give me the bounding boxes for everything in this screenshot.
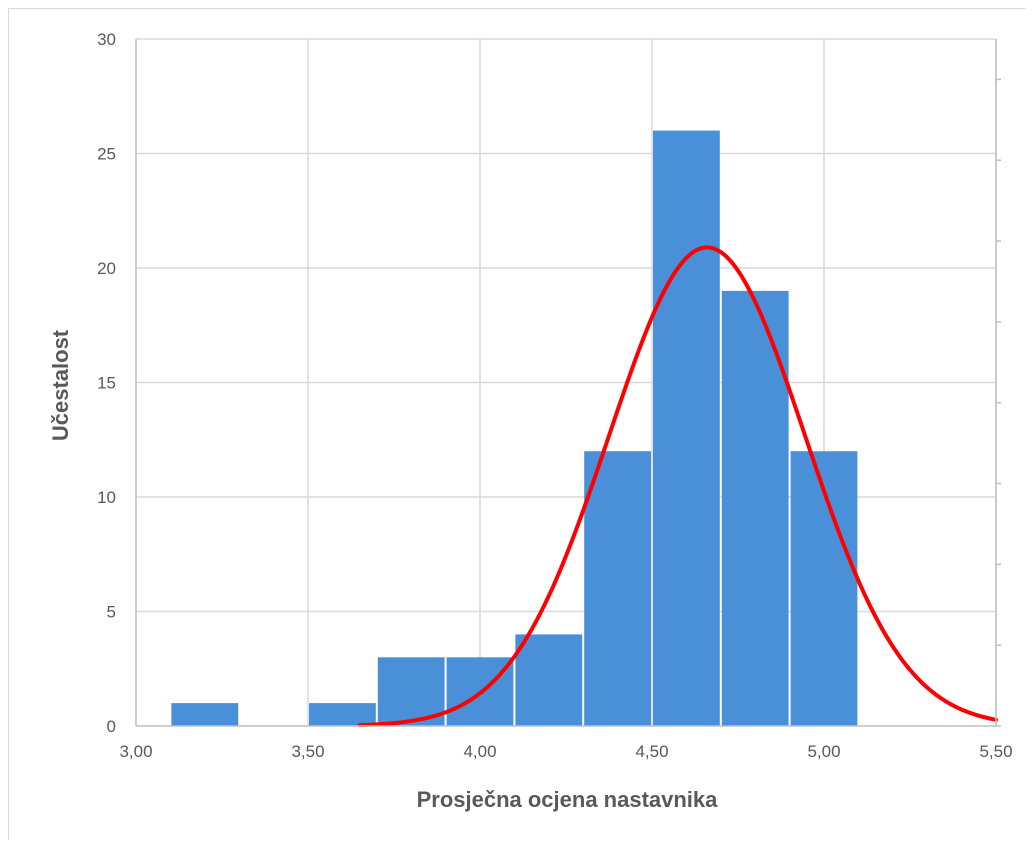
x-tick-label: 4,00	[463, 742, 496, 761]
histogram-bar	[309, 703, 376, 726]
x-tick-label: 3,00	[119, 742, 152, 761]
histogram-bar	[653, 130, 720, 727]
y-tick-label: 15	[97, 374, 116, 393]
y-tick-label: 25	[97, 145, 116, 164]
normal-curve	[357, 245, 998, 728]
axes	[135, 39, 1001, 727]
y-axis-title: Učestalost	[48, 329, 73, 441]
y-tick-label: 20	[97, 259, 116, 278]
histogram-bar	[584, 451, 651, 726]
histogram-bar	[515, 634, 583, 726]
y-tick-label: 30	[97, 30, 116, 49]
grid-lines	[136, 38, 997, 726]
y-tick-label: 0	[107, 717, 116, 736]
normal-curve-layer	[357, 245, 998, 728]
x-axis-title: Prosječna ocjena nastavnika	[417, 787, 719, 812]
y-tick-label: 5	[107, 603, 116, 622]
histogram-bars	[171, 130, 858, 727]
x-tick-label: 5,50	[979, 742, 1012, 761]
histogram-bar	[721, 290, 789, 726]
chart-frame	[8, 8, 1026, 840]
x-tick-label: 3,50	[291, 742, 324, 761]
x-tick-label: 5,00	[807, 742, 840, 761]
histogram-bar	[171, 703, 239, 726]
x-tick-label: 4,50	[635, 742, 668, 761]
tick-labels: 0 5 10 15 20 25 30 3,00 3,50 4,00 4,50 5,00 5,50	[97, 30, 1012, 761]
y-tick-label: 10	[97, 488, 116, 507]
